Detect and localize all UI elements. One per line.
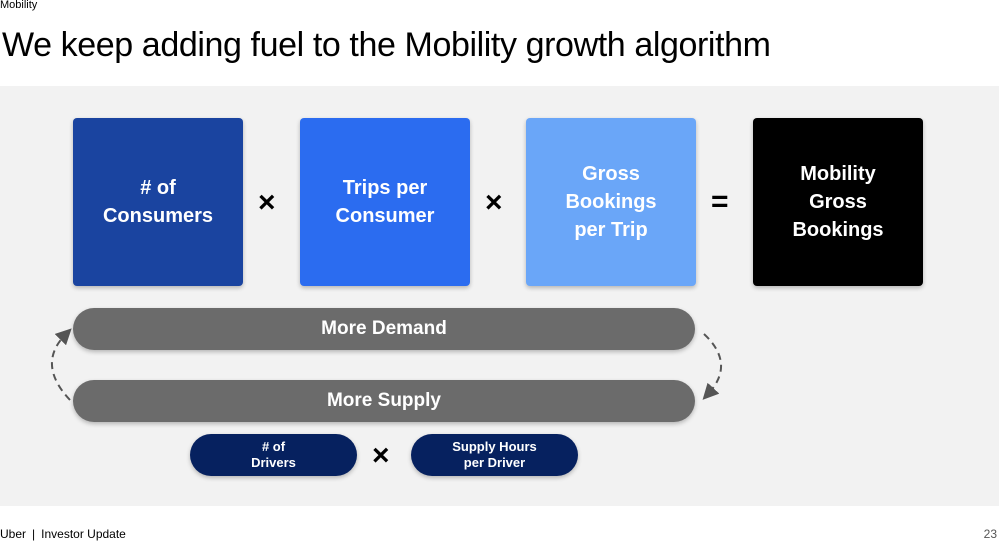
page-number: 23: [983, 527, 997, 541]
footer-brand: Uber: [0, 527, 27, 541]
more-demand-bar: More Demand: [73, 308, 695, 350]
footer: Uber | Investor Update: [0, 527, 126, 541]
multiply-operator: ×: [485, 186, 503, 219]
page-title: We keep adding fuel to the Mobility grow…: [2, 26, 771, 64]
gross-bookings-per-trip-box: Gross Bookings per Trip: [526, 118, 696, 286]
multiply-operator: ×: [372, 439, 390, 472]
footer-separator: |: [32, 527, 36, 541]
footer-text: Investor Update: [41, 527, 126, 541]
supply-hours-per-driver-pill: Supply Hours per Driver: [411, 434, 578, 476]
section-label: Mobility: [0, 0, 38, 11]
trips-per-consumer-box: Trips per Consumer: [300, 118, 470, 286]
consumers-box: # of Consumers: [73, 118, 243, 286]
drivers-pill: # of Drivers: [190, 434, 357, 476]
right-cycle-arrow: [702, 333, 723, 400]
equals-operator: =: [711, 185, 729, 218]
mobility-gross-bookings-box: Mobility Gross Bookings: [753, 118, 923, 286]
multiply-operator: ×: [258, 186, 276, 219]
more-supply-bar: More Supply: [73, 380, 695, 422]
left-cycle-arrow: [51, 328, 72, 401]
